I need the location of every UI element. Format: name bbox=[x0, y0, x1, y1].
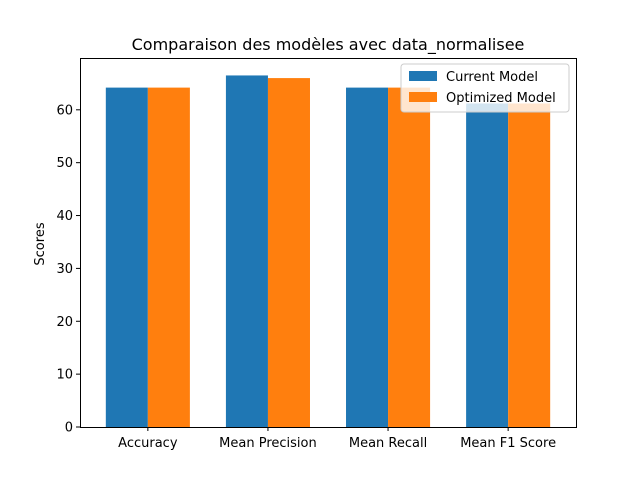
legend-swatch bbox=[409, 92, 437, 102]
x-tick-label: Accuracy bbox=[118, 436, 178, 451]
y-tick-label: 50 bbox=[56, 156, 73, 171]
bar-current-model-accuracy bbox=[105, 87, 148, 427]
bars-group bbox=[105, 75, 551, 428]
bar-current-model-mean-recall bbox=[346, 87, 389, 427]
bar-current-model-mean-f1-score bbox=[466, 103, 509, 428]
bar-optimized-model-accuracy bbox=[147, 87, 190, 427]
x-axis-ticks: Accuracy Mean Precision Mean Recall Mean F1… bbox=[118, 427, 556, 451]
y-tick-label: 10 bbox=[56, 368, 73, 383]
bar-optimized-model-mean-recall bbox=[388, 87, 431, 427]
y-tick-label: 0 bbox=[65, 421, 73, 436]
y-tick-label: 60 bbox=[56, 103, 73, 118]
y-tick-label: 40 bbox=[56, 209, 73, 224]
y-axis-ticks: 0 10 20 30 40 50 60 bbox=[56, 103, 80, 436]
x-tick-label: Mean Precision bbox=[219, 436, 317, 451]
plot-frame bbox=[80, 58, 577, 428]
legend: Current Model Optimized Model bbox=[400, 63, 570, 113]
y-tick-label: 20 bbox=[56, 315, 73, 330]
bar-optimized-model-mean-f1-score bbox=[508, 103, 551, 428]
legend-box bbox=[400, 63, 570, 113]
chart-title: Comparaison des modèles avec data_normal… bbox=[132, 35, 525, 55]
y-tick-label: 30 bbox=[56, 262, 73, 277]
legend-label: Optimized Model bbox=[446, 91, 556, 106]
legend-label: Current Model bbox=[446, 70, 538, 85]
x-tick-label: Mean F1 Score bbox=[460, 436, 556, 451]
bar-optimized-model-mean-precision bbox=[267, 78, 310, 428]
y-axis-label: Scores bbox=[33, 222, 48, 265]
legend-swatch bbox=[409, 71, 437, 81]
bar-current-model-mean-precision bbox=[225, 75, 268, 427]
x-tick-label: Mean Recall bbox=[349, 436, 427, 451]
